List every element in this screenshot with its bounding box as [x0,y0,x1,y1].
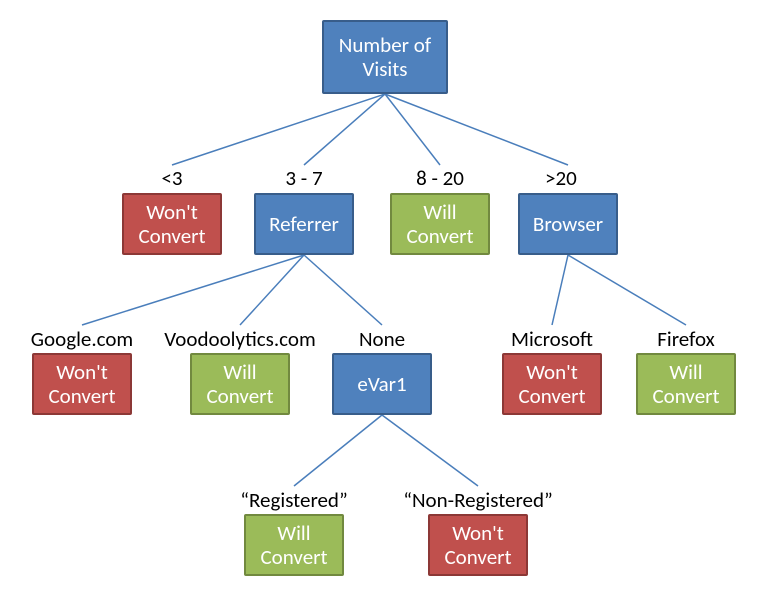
node-firefox: Will Convert [636,353,736,415]
node-8_20: Will Convert [390,193,490,255]
edge [304,94,385,165]
edge-label-l_firefox: Firefox [657,326,715,352]
node-registered: Will Convert [244,514,344,576]
node-browser: Browser [518,193,618,255]
edge [294,415,382,486]
edge-label-l_google: Google.com [31,326,133,352]
edge-label-l_3_7: 3 - 7 [285,165,322,191]
edge [385,94,440,165]
edge [82,255,304,325]
node-evar1: eVar1 [332,353,432,415]
edge-label-l_reg: “Registered” [240,487,348,513]
edge-label-l_nonreg: “Non-Registered” [403,487,553,513]
edge-label-l_voodoo: Voodoolytics.com [164,326,315,352]
edge-label-l_gt20: >20 [545,165,577,191]
node-google: Won't Convert [32,353,132,415]
node-msft: Won't Convert [502,353,602,415]
edge [240,255,304,325]
node-voodoo: Will Convert [190,353,290,415]
node-root: Number of Visits [322,20,448,94]
edge [382,415,478,486]
edge [304,255,382,325]
edge-label-l_lt3: <3 [161,165,182,191]
edge [385,94,568,165]
node-referrer: Referrer [254,193,354,255]
edge-label-l_8_20: 8 - 20 [416,165,464,191]
edge-label-l_msft: Microsoft [511,326,593,352]
edge [568,255,686,325]
edge [552,255,568,325]
edge-label-l_none: None [359,326,405,352]
edge [172,94,385,165]
node-lt3: Won't Convert [122,193,222,255]
node-nonreg: Won't Convert [428,514,528,576]
